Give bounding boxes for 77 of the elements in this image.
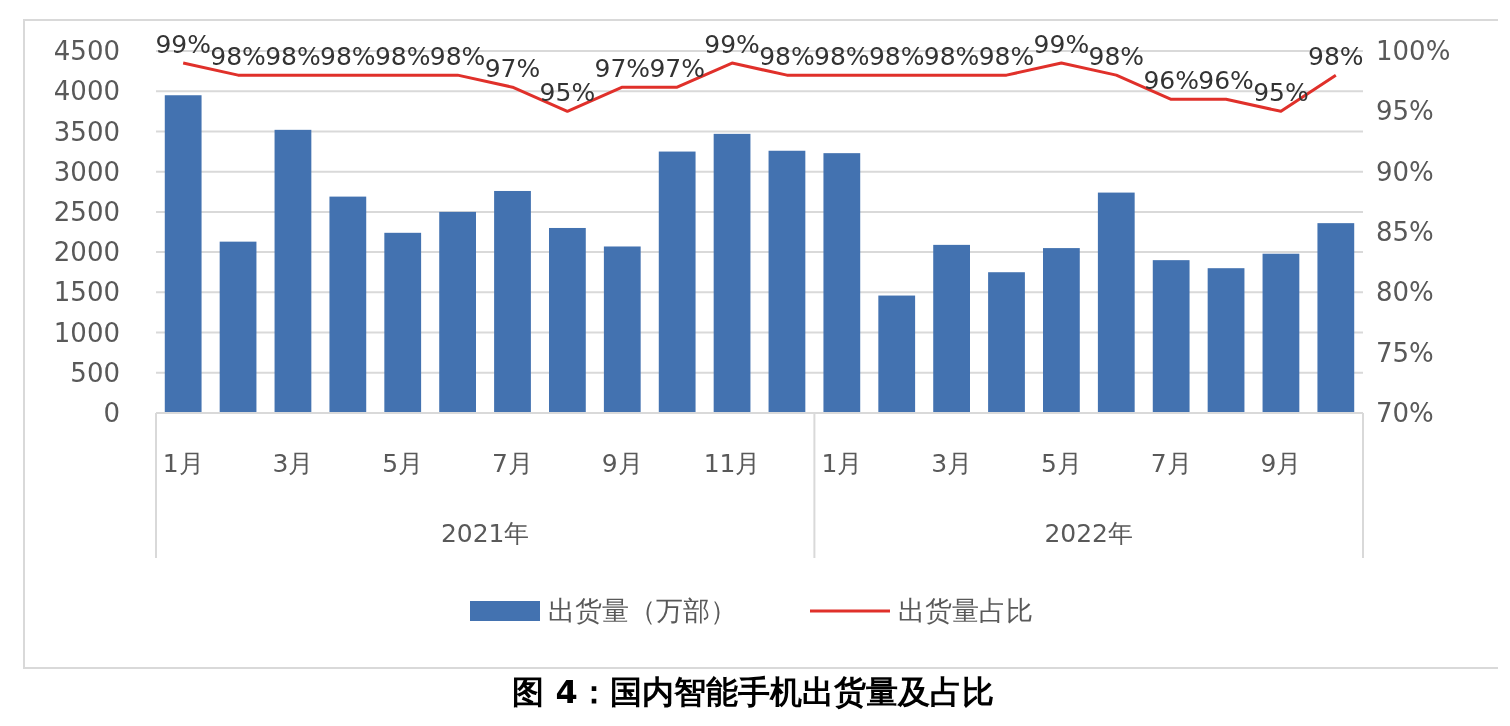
- x-tick-label: 7月: [1150, 448, 1192, 478]
- y2-tick-label: 75%: [1376, 337, 1434, 368]
- text: 2022年: [1044, 518, 1134, 548]
- data-label: 98%: [1088, 42, 1145, 72]
- data-label: 98%: [1308, 42, 1364, 72]
- x-tick-label: 9月: [1260, 448, 1302, 478]
- x-tick-label: 1月: [821, 448, 863, 478]
- y2-tick-label: 95%: [1376, 96, 1434, 127]
- data-label: 96%: [1198, 66, 1254, 96]
- x-tick-label: 3月: [931, 448, 973, 478]
- legend-label: 出货量（万部）: [548, 595, 737, 627]
- x-tick-label: 5月: [382, 448, 424, 478]
- bar: [1097, 192, 1135, 413]
- bar: [549, 227, 586, 413]
- bar: [1317, 223, 1355, 413]
- data-label: 97%: [594, 54, 651, 84]
- y-tick-label: 3500: [53, 116, 120, 147]
- data-label: 97%: [484, 54, 541, 84]
- bar: [494, 190, 531, 413]
- data-label: 98%: [978, 42, 1035, 72]
- data-label: 99%: [704, 30, 760, 60]
- x-tick-label: 9月: [601, 448, 643, 478]
- data-label: 98%: [429, 42, 486, 72]
- y2-tick-label: 70%: [1376, 398, 1434, 429]
- x-tick-label: 7月: [492, 448, 533, 478]
- y-tick-label: 2000: [53, 237, 120, 268]
- data-label: 98%: [374, 42, 431, 72]
- bar: [384, 232, 422, 413]
- bar: [1207, 268, 1245, 413]
- bar: [164, 95, 202, 413]
- y-tick-label: 2500: [53, 196, 120, 227]
- y2-tick-label: 90%: [1376, 156, 1434, 187]
- bar: [933, 244, 970, 413]
- y-tick-label: 1500: [53, 277, 120, 308]
- bar: [439, 211, 476, 413]
- text: 2021年: [440, 518, 530, 548]
- bar: [329, 196, 367, 413]
- data-label: 98%: [759, 42, 815, 72]
- data-label: 98%: [210, 42, 266, 72]
- data-label: 99%: [1033, 30, 1090, 60]
- y-tick-label: 3000: [53, 156, 120, 187]
- bar: [603, 246, 641, 413]
- bar: [274, 129, 312, 413]
- bar: [713, 133, 751, 413]
- y2-tick-label: 100%: [1376, 36, 1451, 67]
- bar: [658, 151, 696, 413]
- bar: [988, 272, 1025, 413]
- bar: [768, 150, 806, 413]
- bar: [1043, 248, 1080, 413]
- data-label: 99%: [155, 30, 211, 60]
- data-label: 98%: [320, 42, 376, 72]
- y-tick-label: 4000: [53, 76, 120, 107]
- x-tick-label: 3月: [272, 448, 314, 478]
- y2-tick-label: 85%: [1376, 217, 1434, 248]
- y-tick-label: 0: [103, 398, 120, 429]
- x-tick-label: 1月: [162, 448, 204, 478]
- y-tick-label: 4500: [53, 36, 120, 67]
- legend-label: 出货量占比: [898, 595, 1033, 627]
- bar: [1262, 253, 1300, 413]
- bar: [1152, 260, 1190, 413]
- y2-tick-label: 80%: [1376, 277, 1434, 308]
- x-tick-label: 5月: [1040, 448, 1082, 478]
- text: 图 4：国内智能手机出货量及占比: [512, 673, 994, 711]
- x-tick-label: 11月: [703, 448, 761, 478]
- data-label: 95%: [1253, 78, 1309, 108]
- data-label: 98%: [868, 42, 925, 72]
- data-label: 98%: [265, 42, 321, 72]
- bar: [878, 295, 916, 413]
- data-label: 98%: [814, 42, 870, 72]
- data-label: 97%: [649, 54, 705, 84]
- data-label: 98%: [923, 42, 980, 72]
- bar: [219, 241, 257, 413]
- data-label: 95%: [539, 78, 596, 108]
- data-label: 96%: [1143, 66, 1199, 96]
- bar: [823, 153, 861, 413]
- y-tick-label: 500: [70, 357, 120, 388]
- y-tick-label: 1000: [53, 317, 120, 348]
